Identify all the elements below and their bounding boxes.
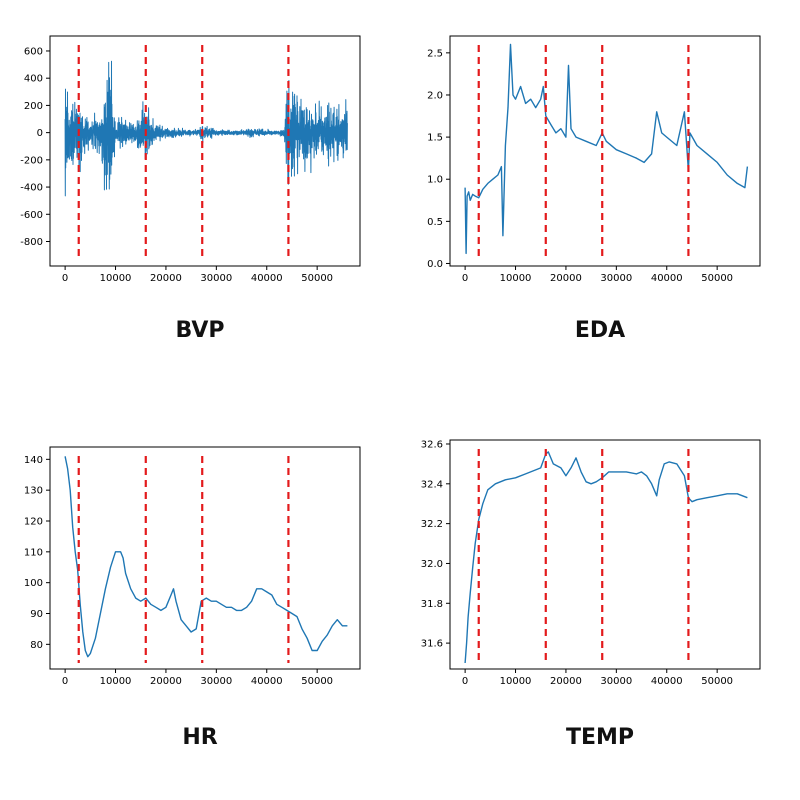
x-tick-label: 0	[62, 273, 68, 284]
y-tick-label: 2.5	[427, 48, 443, 59]
plot-frame	[49, 446, 361, 670]
x-tick-label: 40000	[251, 676, 283, 687]
chart-bvp: 0 10000 20000 30000 40000 50000 -800 -600 -400 -2…	[0, 0, 400, 400]
plot-frame	[449, 439, 761, 670]
x-tick-label: 20000	[150, 273, 182, 284]
x-tick-label: 50000	[701, 676, 733, 687]
y-tick-label: 400	[24, 74, 43, 85]
y-tick-label: 100	[24, 578, 43, 589]
y-tick-label: 0	[37, 128, 43, 139]
series-line	[464, 43, 749, 255]
y-tick-label: 200	[24, 101, 43, 112]
x-tick-label: 40000	[651, 676, 683, 687]
y-tick-label: 120	[24, 517, 43, 528]
hr-caption: HR	[182, 725, 218, 750]
y-tick-label: 600	[24, 46, 43, 57]
plot-frame	[449, 35, 761, 267]
y-tick-label: 1.0	[427, 175, 443, 186]
y-tick-label: 2.0	[427, 90, 443, 101]
y-tick-label: 32.0	[421, 559, 443, 570]
y-tick-label: 110	[24, 547, 43, 558]
y-tick-label: 130	[24, 486, 43, 497]
x-tick-label: 20000	[150, 676, 182, 687]
x-tick-label: 50000	[301, 676, 333, 687]
y-tick-label: 32.4	[421, 479, 443, 490]
y-tick-label: 80	[30, 640, 43, 651]
x-tick-label: 30000	[600, 273, 632, 284]
y-tick-label: 0.5	[427, 217, 443, 228]
x-tick-label: 10000	[100, 676, 132, 687]
hr-plot: 0 10000 20000 30000 40000 50000 80 90 100 110 120 1…	[24, 446, 361, 687]
y-tick-label: -200	[20, 155, 43, 166]
x-tick-label: 40000	[651, 273, 683, 284]
y-tick-label: 31.6	[421, 639, 443, 650]
x-tick-label: 40000	[251, 273, 283, 284]
series-line	[464, 451, 748, 664]
series-line	[64, 456, 348, 658]
x-tick-label: 20000	[550, 273, 582, 284]
chart-temp: 0 10000 20000 30000 40000 50000 31.6 31.8 32.0 32…	[400, 400, 800, 800]
y-tick-label: 140	[24, 455, 43, 466]
chart-eda: 0 10000 20000 30000 40000 50000 0.0 0.5 1.0 1.5 2.…	[400, 0, 800, 400]
y-tick-label: 32.6	[421, 439, 443, 450]
series-line	[64, 60, 348, 197]
x-tick-label: 50000	[701, 273, 733, 284]
x-tick-label: 30000	[600, 676, 632, 687]
eda-caption: EDA	[574, 318, 626, 343]
chart-hr: 0 10000 20000 30000 40000 50000 80 90 100 110 120 1…	[0, 400, 400, 800]
temp-caption: TEMP	[565, 725, 635, 750]
y-tick-label: -600	[20, 210, 43, 221]
x-tick-label: 10000	[500, 676, 532, 687]
y-tick-label: 32.2	[421, 519, 443, 530]
x-tick-label: 10000	[100, 273, 132, 284]
bvp-plot: 0 10000 20000 30000 40000 50000 -800 -600 -400 -2…	[20, 35, 361, 284]
plot-frame	[49, 35, 361, 267]
y-tick-label: 0.0	[427, 259, 443, 270]
bvp-caption: BVP	[175, 318, 225, 343]
y-tick-label: -800	[20, 237, 43, 248]
x-tick-label: 30000	[200, 273, 232, 284]
temp-plot: 0 10000 20000 30000 40000 50000 31.6 31.8 32.0 32…	[421, 439, 761, 687]
x-tick-label: 0	[462, 273, 468, 284]
x-tick-label: 50000	[301, 273, 333, 284]
x-tick-label: 20000	[550, 676, 582, 687]
y-tick-label: 31.8	[421, 599, 443, 610]
x-tick-label: 0	[62, 676, 68, 687]
y-tick-label: 1.5	[427, 133, 443, 144]
y-tick-label: 90	[30, 609, 43, 620]
eda-plot: 0 10000 20000 30000 40000 50000 0.0 0.5 1.0 1.5 2.…	[427, 35, 761, 284]
x-tick-label: 10000	[500, 273, 532, 284]
x-tick-label: 0	[462, 676, 468, 687]
x-tick-label: 30000	[200, 676, 232, 687]
y-tick-label: -400	[20, 183, 43, 194]
